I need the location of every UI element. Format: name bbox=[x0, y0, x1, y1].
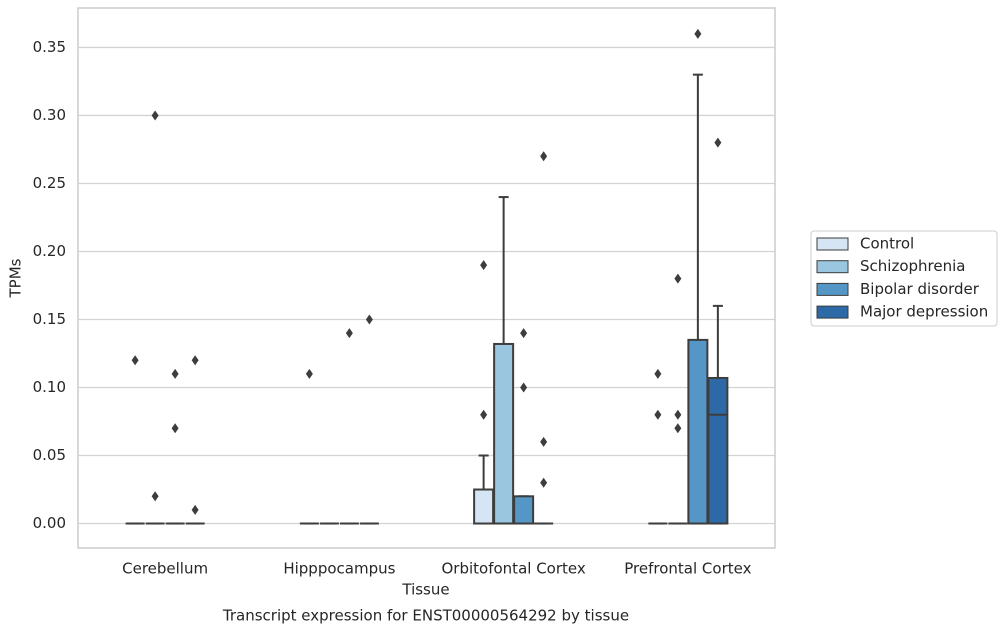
y-axis-label: TPMs bbox=[7, 258, 25, 298]
box bbox=[493, 342, 515, 525]
box bbox=[707, 376, 729, 525]
legend-label: Control bbox=[860, 235, 914, 253]
x-tick-label: Prefrontal Cortex bbox=[624, 560, 751, 578]
outlier bbox=[151, 491, 159, 502]
x-axis-label: Tissue bbox=[401, 581, 449, 599]
outlier bbox=[674, 409, 682, 420]
y-tick-label: 0.25 bbox=[33, 174, 66, 192]
x-tick-label: Hipppocampus bbox=[283, 560, 395, 578]
outlier bbox=[540, 151, 548, 162]
chart-title: Transcript expression for ENST0000056429… bbox=[222, 607, 629, 625]
plot-frame bbox=[77, 7, 776, 549]
outlier bbox=[540, 477, 548, 488]
x-tick-label: Orbitofontal Cortex bbox=[442, 560, 586, 578]
outlier bbox=[365, 314, 373, 325]
legend-swatch bbox=[816, 237, 849, 251]
outlier bbox=[520, 328, 528, 339]
y-tick-label: 0.20 bbox=[33, 242, 66, 260]
legend-swatch bbox=[816, 260, 849, 274]
outlier bbox=[694, 28, 702, 39]
legend-label: Schizophrenia bbox=[860, 257, 965, 275]
outlier bbox=[654, 409, 662, 420]
outlier bbox=[674, 423, 682, 434]
legend-label: Bipolar disorder bbox=[860, 280, 980, 298]
outlier bbox=[305, 368, 313, 379]
y-tick-label: 0.30 bbox=[33, 106, 66, 124]
legend-frame bbox=[810, 230, 998, 327]
y-tick-label: 0.05 bbox=[33, 446, 66, 464]
x-tick-label: Cerebellum bbox=[122, 560, 208, 578]
outlier bbox=[191, 355, 199, 366]
y-tick-label: 0.15 bbox=[33, 310, 66, 328]
legend-label: Major depression bbox=[860, 303, 988, 321]
y-tick-label: 0.00 bbox=[33, 514, 66, 532]
outlier bbox=[540, 436, 548, 447]
outlier bbox=[171, 368, 179, 379]
outlier bbox=[191, 504, 199, 515]
y-tick-label: 0.10 bbox=[33, 378, 66, 396]
outlier bbox=[480, 409, 488, 420]
outlier bbox=[674, 273, 682, 284]
box bbox=[513, 495, 535, 525]
y-tick-label: 0.35 bbox=[33, 38, 66, 56]
box bbox=[473, 488, 495, 525]
legend-swatch bbox=[816, 305, 849, 319]
outlier bbox=[131, 355, 139, 366]
outlier bbox=[345, 328, 353, 339]
outlier bbox=[480, 260, 488, 271]
outlier bbox=[151, 110, 159, 121]
legend-swatch bbox=[816, 282, 849, 296]
outlier bbox=[520, 382, 528, 393]
box bbox=[687, 338, 709, 525]
outlier bbox=[714, 137, 722, 148]
outlier bbox=[171, 423, 179, 434]
outlier bbox=[654, 368, 662, 379]
